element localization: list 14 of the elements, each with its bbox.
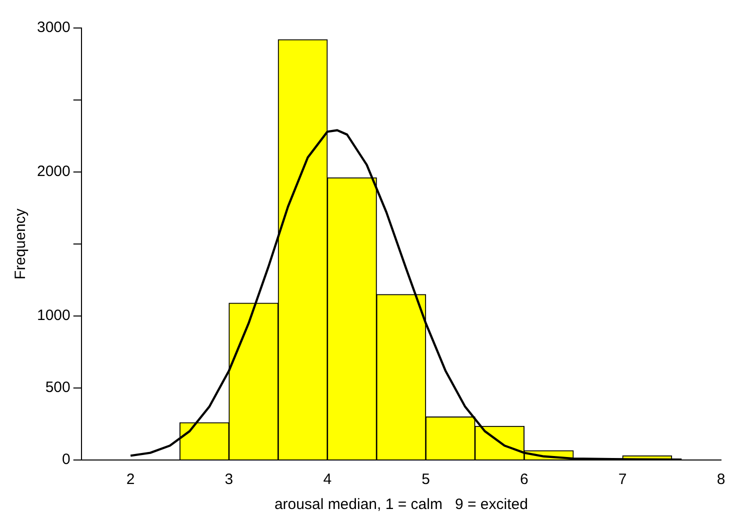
y-tick-label: 2000 [36, 163, 70, 180]
x-tick-label: 4 [323, 471, 332, 488]
x-tick-label: 8 [716, 471, 726, 488]
x-tick-label: 5 [422, 471, 430, 488]
y-tick-label: 3000 [36, 19, 70, 36]
y-axis-title: Frequency [12, 208, 30, 280]
y-tick-label: 0 [62, 451, 70, 468]
x-tick-label: 7 [618, 471, 627, 488]
y-tick-label: 500 [45, 379, 70, 396]
x-tick-label: 6 [520, 471, 528, 488]
x-axis-title: arousal median, 1 = calm 9 = excited [274, 496, 528, 514]
x-tick-label: 3 [224, 471, 234, 488]
x-tick-label: 2 [126, 471, 135, 488]
y-tick-label: 1000 [36, 307, 70, 324]
